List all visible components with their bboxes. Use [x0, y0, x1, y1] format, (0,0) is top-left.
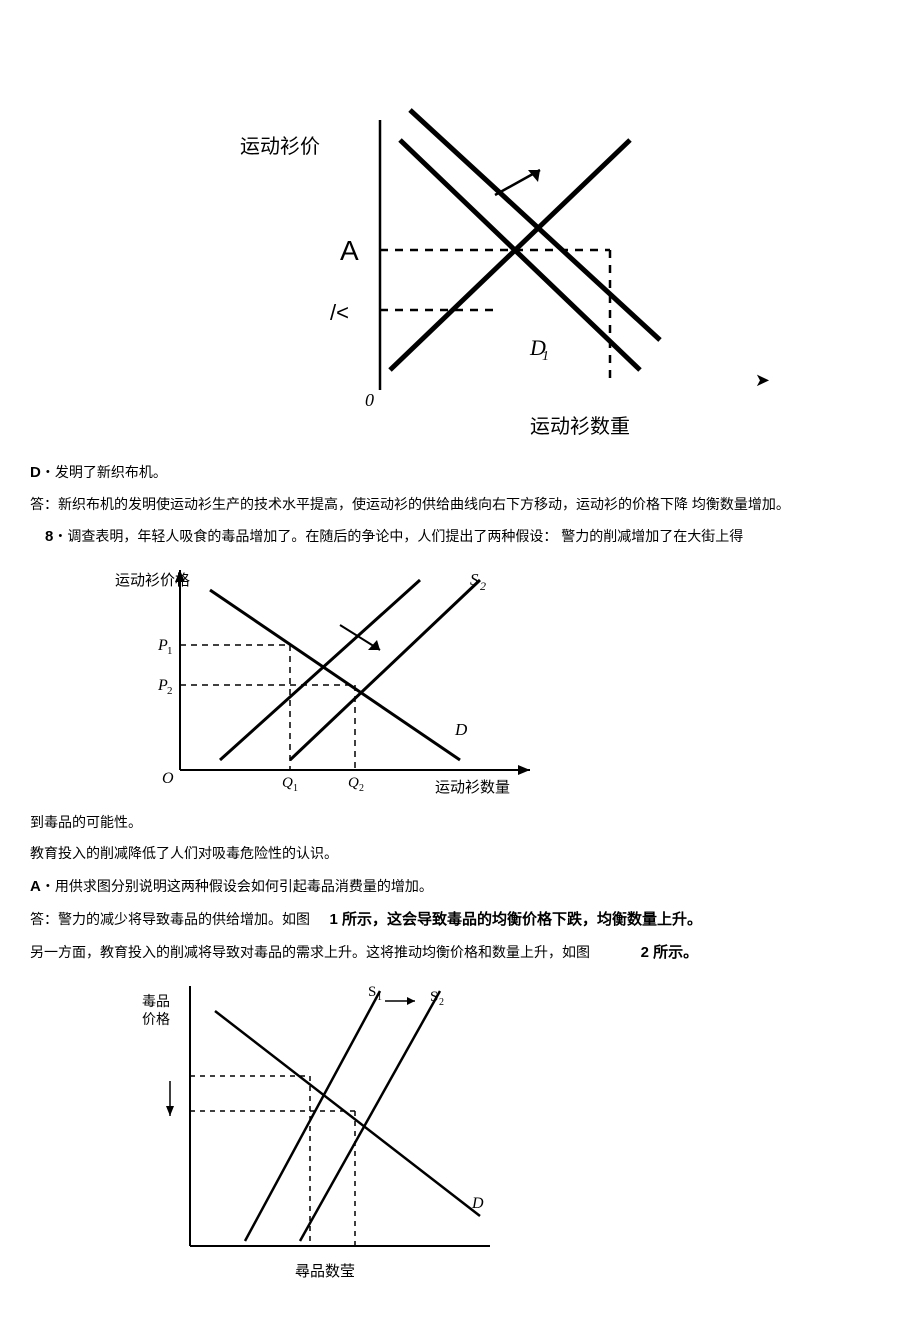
text-a-ans1: 答：警力的减少将导致毒品的供给增加。如图 1 所示，这会导致毒品的均衡价格下跌，… — [30, 906, 890, 933]
text-after2b: 教育投入的削减降低了人们对吸毒危险性的认识。 — [30, 841, 890, 866]
svg-text:价格: 价格 — [142, 1011, 170, 1027]
svg-text:尋品数莹: 尋品数莹 — [295, 1263, 355, 1280]
chart1-block: 运动衫价 A /< 0 ➤ D — [30, 60, 890, 439]
svg-text:运动衫数量: 运动衫数量 — [435, 779, 510, 796]
svg-text:S: S — [470, 570, 479, 589]
text-d: D・发明了新织布机。 — [30, 459, 890, 486]
chart1-svg: D 1 — [140, 60, 780, 410]
text-after2a: 到毒品的可能性。 — [30, 810, 890, 835]
svg-text:S: S — [430, 989, 438, 1005]
svg-text:2: 2 — [480, 579, 486, 593]
chart1-marker-slash: /< — [330, 300, 349, 326]
svg-text:2: 2 — [359, 783, 364, 794]
text-a: A・用供求图分别说明这两种假设会如何引起毒品消费量的增加。 — [30, 873, 890, 900]
svg-text:S: S — [368, 984, 376, 1000]
chart1-xlabel: 运动衫数重 — [30, 410, 890, 439]
chart1-marker-a: A — [340, 235, 359, 267]
chart1-arrow-right: ➤ — [755, 370, 770, 391]
chart3-block: 毒品 价格 S 1 S 2 D 尋品数莹 — [130, 976, 890, 1286]
svg-text:1: 1 — [542, 349, 549, 364]
svg-text:Q: Q — [282, 775, 293, 791]
svg-text:1: 1 — [167, 645, 173, 657]
chart1-wrap: 运动衫价 A /< 0 ➤ D — [140, 60, 780, 410]
svg-text:2: 2 — [439, 997, 444, 1008]
svg-text:D: D — [471, 1195, 484, 1212]
svg-text:Q: Q — [348, 775, 359, 791]
svg-text:D: D — [454, 720, 468, 739]
chart1-origin: 0 — [365, 390, 374, 411]
text-a-ans2: 另一方面，教育投入的削减将导致对毒品的需求上升。这将推动均衡价格和数量上升，如图… — [30, 939, 890, 966]
chart2-block: 运动衫价格 S 2 P 1 P 2 D O Q 1 Q 2 运动衫数量 — [110, 560, 890, 800]
svg-text:毒品: 毒品 — [142, 993, 170, 1009]
text-8: 8・调查表明，年轻人吸食的毒品增加了。在随后的争论中，人们提出了两种假设： 警力… — [30, 523, 890, 550]
text-d-answer: 答：新织布机的发明使运动衫生产的技术水平提高，使运动衫的供给曲线向右下方移动，运… — [30, 492, 890, 517]
chart1-ylabel: 运动衫价 — [240, 130, 320, 159]
svg-text:2: 2 — [167, 685, 173, 697]
chart2-svg: 运动衫价格 S 2 P 1 P 2 D O Q 1 Q 2 运动衫数量 — [110, 560, 590, 800]
svg-text:1: 1 — [293, 783, 298, 794]
svg-text:运动衫价格: 运动衫价格 — [115, 572, 190, 589]
svg-text:1: 1 — [377, 992, 382, 1003]
chart3-svg: 毒品 价格 S 1 S 2 D 尋品数莹 — [130, 976, 530, 1286]
svg-text:O: O — [162, 770, 174, 787]
